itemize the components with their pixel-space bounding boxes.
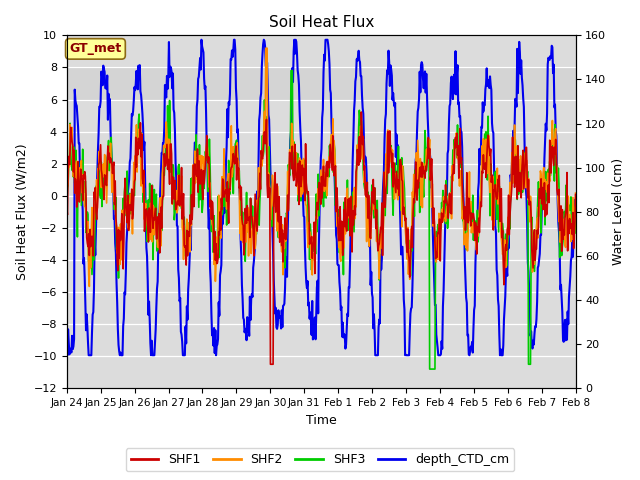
SHF2 — [242, 239, 250, 245]
SHF2 — [572, 190, 579, 196]
SHF1 — [358, 109, 365, 115]
Line: SHF2: SHF2 — [67, 48, 575, 287]
SHF2 — [261, 138, 269, 144]
depth_CTD_cm — [243, 337, 250, 343]
SHF2 — [262, 45, 269, 51]
X-axis label: Time: Time — [306, 414, 337, 427]
SHF1 — [403, 250, 411, 255]
SHF1 — [572, 192, 579, 197]
SHF3 — [287, 68, 295, 73]
Legend: SHF1, SHF2, SHF3, depth_CTD_cm: SHF1, SHF2, SHF3, depth_CTD_cm — [125, 448, 515, 471]
SHF3 — [374, 230, 381, 236]
depth_CTD_cm — [63, 346, 70, 352]
depth_CTD_cm — [262, 63, 269, 69]
depth_CTD_cm — [403, 352, 411, 358]
Line: SHF3: SHF3 — [67, 71, 575, 369]
SHF2 — [63, 156, 70, 162]
SHF3 — [403, 240, 410, 246]
Line: depth_CTD_cm: depth_CTD_cm — [67, 40, 575, 355]
SHF1 — [241, 205, 249, 211]
Line: SHF1: SHF1 — [67, 112, 575, 364]
SHF3 — [216, 205, 224, 211]
SHF2 — [124, 199, 131, 204]
depth_CTD_cm — [198, 37, 205, 43]
depth_CTD_cm — [375, 324, 383, 330]
SHF1 — [63, 204, 70, 210]
depth_CTD_cm — [63, 352, 71, 358]
SHF2 — [403, 256, 411, 262]
SHF3 — [426, 366, 433, 372]
depth_CTD_cm — [124, 228, 131, 233]
SHF2 — [86, 284, 93, 289]
SHF3 — [260, 97, 268, 103]
SHF1 — [123, 210, 131, 216]
SHF1 — [267, 361, 275, 367]
SHF1 — [260, 129, 268, 135]
depth_CTD_cm — [218, 262, 225, 268]
Title: Soil Heat Flux: Soil Heat Flux — [269, 15, 374, 30]
SHF3 — [63, 202, 70, 208]
SHF3 — [572, 217, 579, 223]
SHF1 — [216, 209, 224, 215]
Y-axis label: Water Level (cm): Water Level (cm) — [612, 158, 625, 265]
SHF3 — [123, 213, 131, 219]
Y-axis label: Soil Heat Flux (W/m2): Soil Heat Flux (W/m2) — [15, 144, 28, 280]
SHF2 — [217, 236, 225, 241]
SHF2 — [375, 239, 383, 245]
SHF3 — [241, 258, 249, 264]
depth_CTD_cm — [572, 204, 579, 210]
Bar — [67, 67, 575, 99]
Text: GT_met: GT_met — [69, 42, 122, 55]
SHF1 — [375, 243, 383, 249]
